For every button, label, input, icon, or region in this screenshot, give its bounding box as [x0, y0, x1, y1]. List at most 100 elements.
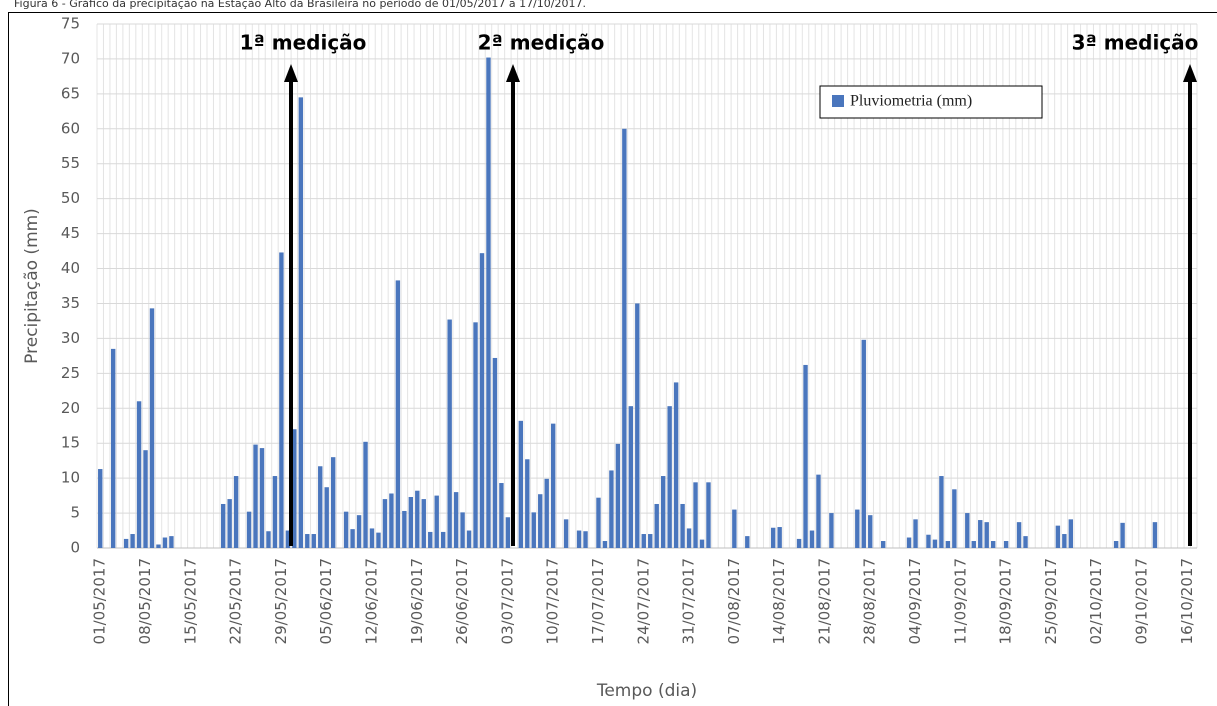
bar	[660, 476, 666, 548]
bar	[233, 476, 239, 548]
bar	[732, 509, 737, 548]
bar	[434, 495, 439, 548]
x-tick-label: 05/06/2017	[317, 558, 335, 644]
bar	[965, 513, 970, 548]
bar	[330, 457, 336, 548]
x-tick-label: 04/09/2017	[906, 558, 924, 644]
y-axis-title: Precipitação (mm)	[22, 208, 42, 364]
y-tick-label: 25	[61, 364, 80, 382]
x-tick-label: 26/06/2017	[453, 558, 471, 644]
bar	[130, 534, 135, 548]
bar	[628, 406, 634, 548]
bar	[305, 534, 310, 548]
y-tick-label: 65	[61, 84, 80, 102]
bar	[1062, 534, 1067, 548]
bar	[311, 534, 316, 548]
x-tick-label: 22/05/2017	[227, 558, 245, 644]
bar	[596, 497, 601, 548]
bar	[680, 503, 685, 548]
bar	[499, 483, 504, 548]
bar	[473, 322, 478, 548]
bar	[143, 450, 148, 548]
bar	[816, 474, 821, 548]
bar	[428, 531, 433, 548]
bar	[635, 303, 640, 548]
bar	[1003, 541, 1009, 548]
bar	[363, 441, 368, 548]
arrow-head	[1183, 64, 1197, 82]
x-tick-label: 29/05/2017	[272, 558, 290, 644]
bar	[809, 530, 815, 548]
bar	[479, 253, 485, 549]
bar	[1023, 536, 1028, 548]
bar	[945, 541, 951, 548]
bar	[686, 528, 692, 548]
bar	[1113, 541, 1119, 548]
bar	[382, 499, 388, 548]
bar	[939, 476, 944, 548]
bar	[648, 534, 653, 548]
figure-frame	[8, 12, 1217, 706]
x-tick-label: 01/05/2017	[91, 558, 109, 644]
bar	[369, 528, 375, 548]
x-tick-label: 03/07/2017	[498, 558, 516, 644]
bar	[609, 470, 614, 548]
bar	[978, 520, 983, 548]
bar	[952, 489, 957, 548]
x-tick-label: 24/07/2017	[634, 558, 652, 644]
x-axis-title: Tempo (dia)	[596, 681, 697, 701]
bar	[855, 509, 860, 548]
bar	[298, 97, 304, 549]
x-tick-label: 16/10/2017	[1178, 558, 1196, 644]
bar	[246, 511, 252, 548]
bar	[408, 496, 414, 548]
bar	[1068, 519, 1074, 548]
bar	[350, 529, 355, 548]
bar	[123, 538, 129, 548]
bar	[984, 522, 989, 548]
bar	[880, 541, 886, 548]
x-tick-label: 31/07/2017	[680, 558, 698, 644]
bar	[583, 531, 588, 548]
bar	[803, 364, 808, 548]
bar	[169, 536, 174, 548]
annotation: 1ª medição	[240, 31, 367, 55]
bar	[913, 519, 918, 548]
bar	[486, 57, 491, 548]
y-tick-label: 70	[61, 49, 80, 67]
y-tick-label: 60	[61, 119, 80, 137]
bar	[460, 512, 465, 548]
bar	[576, 530, 582, 548]
bar	[654, 503, 659, 548]
bar	[906, 537, 912, 548]
bar	[1016, 522, 1022, 548]
y-tick-label: 50	[61, 189, 80, 207]
bar	[389, 493, 394, 548]
y-tick-label: 75	[61, 15, 80, 33]
bar	[324, 487, 329, 548]
legend: Pluviometria (mm)	[819, 85, 1043, 119]
bar	[356, 515, 362, 548]
bar	[699, 539, 705, 548]
annotation: 3ª medição	[1072, 31, 1199, 55]
bar	[376, 532, 381, 548]
x-tick-label: 08/05/2017	[136, 558, 154, 644]
arrow-head	[506, 64, 520, 82]
bar	[693, 482, 698, 548]
bar	[602, 541, 608, 548]
bar	[622, 128, 627, 549]
bar	[971, 541, 976, 548]
bar	[402, 510, 407, 548]
x-tick-label: 28/08/2017	[861, 558, 879, 644]
bar	[667, 406, 672, 548]
bar	[285, 530, 291, 548]
y-tick-label: 5	[70, 504, 80, 522]
bar	[990, 541, 996, 548]
y-tick-label: 30	[61, 329, 80, 347]
y-tick-label: 45	[61, 224, 80, 242]
bar	[868, 515, 873, 548]
bar	[518, 420, 524, 548]
bar	[98, 469, 103, 548]
bar	[220, 503, 226, 548]
